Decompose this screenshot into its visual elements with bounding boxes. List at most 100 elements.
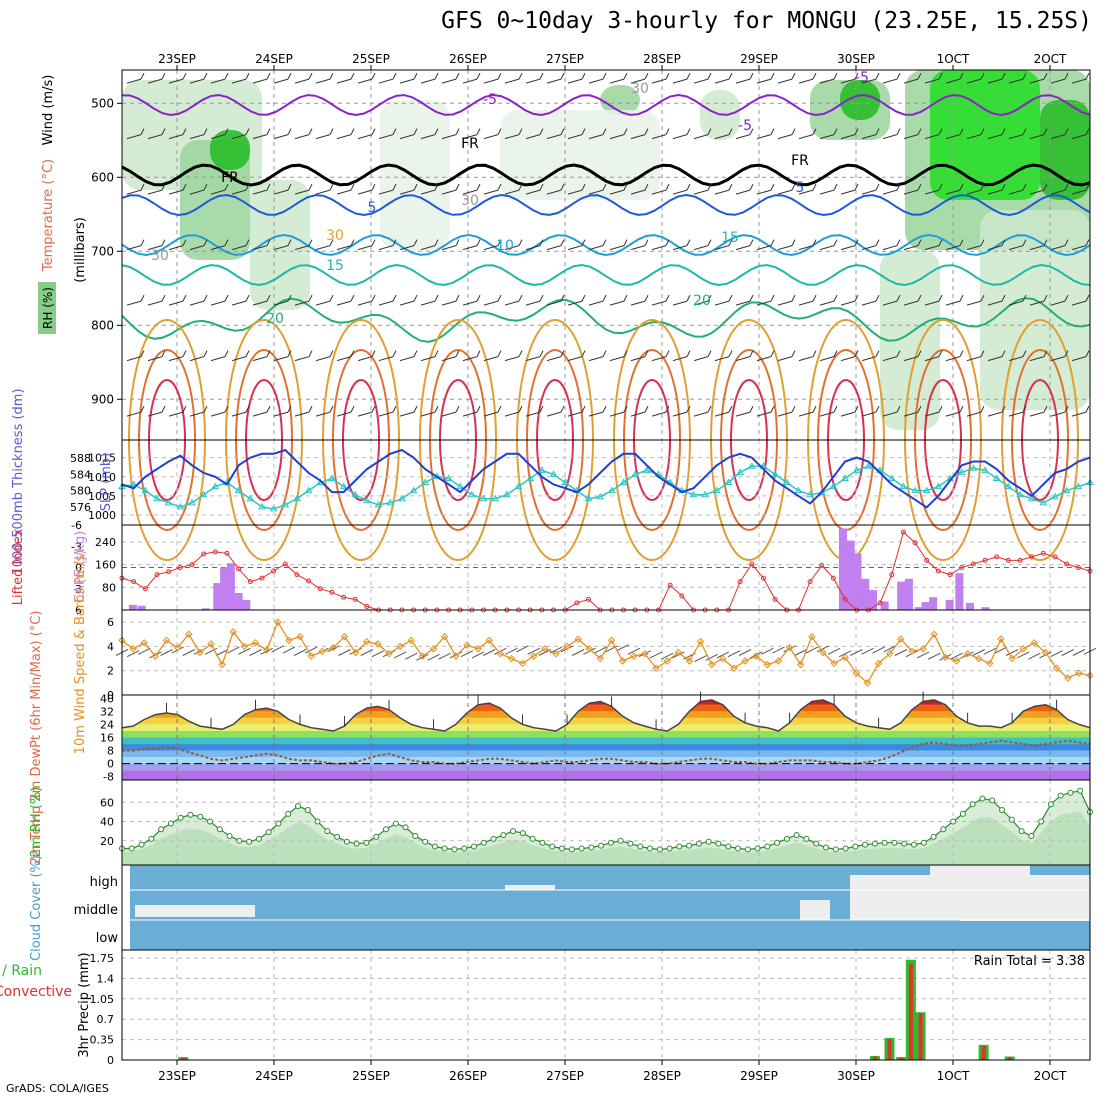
- rh-marker: [959, 810, 966, 817]
- wind-barb: [840, 245, 856, 251]
- rh-marker: [539, 839, 546, 846]
- li-tick-label: 6: [75, 604, 82, 617]
- wind-barb-flag: [140, 294, 145, 302]
- wind-barb: [189, 300, 205, 306]
- wind-barb-flag: [329, 405, 334, 413]
- barb: [627, 647, 641, 655]
- wind-barb-flag: [371, 72, 376, 80]
- thickness-marker: [188, 498, 196, 506]
- thickness-marker: [934, 482, 943, 490]
- wind-barb: [1050, 189, 1066, 195]
- temp-tick-label: 24: [100, 718, 114, 731]
- wind-barb-flag: [812, 183, 817, 191]
- barb: [282, 646, 296, 654]
- rh-marker: [412, 832, 419, 839]
- cape-bar: [861, 578, 870, 610]
- thickness-marker: [363, 496, 371, 504]
- thickness-marker: [456, 482, 465, 490]
- wind-barb: [273, 189, 289, 195]
- wind-speed-marker: [908, 647, 916, 655]
- rh-marker: [695, 840, 702, 847]
- wind-speed-marker: [763, 660, 772, 669]
- wind-barb: [462, 78, 478, 84]
- wind-barb: [399, 245, 415, 251]
- wind-speed-marker: [207, 640, 215, 648]
- wind-barb-flag: [497, 239, 502, 246]
- wind-barb-flag: [602, 128, 607, 135]
- wind-barb: [483, 78, 499, 84]
- wind-barb: [504, 189, 520, 195]
- temperature-line: [121, 699, 1091, 732]
- wind-barb-flag: [686, 350, 691, 357]
- wind-barb: [1029, 356, 1045, 362]
- wind-barb: [1008, 245, 1024, 251]
- wind-barb: [756, 411, 772, 417]
- wind-barb-flag: [791, 128, 796, 135]
- bottom-date-label: 25SEP: [352, 1069, 390, 1083]
- wind-barb: [336, 300, 352, 306]
- wind-barb-flag: [497, 128, 502, 135]
- precip-convective-label: Convective: [0, 984, 72, 1000]
- wind-barb: [672, 189, 688, 195]
- wind-barb: [231, 189, 247, 195]
- wind-barb: [1008, 300, 1024, 306]
- wind-barb-flag: [203, 405, 208, 413]
- rh-marker: [216, 826, 223, 833]
- wind-barb: [1008, 78, 1024, 84]
- wind-barb-flag: [980, 72, 985, 80]
- rh-marker: [676, 843, 683, 850]
- wind-speed-marker: [797, 660, 805, 669]
- wind-barb-flag: [518, 350, 523, 357]
- wind-barb: [861, 189, 877, 195]
- wind-barb-flag: [959, 128, 964, 135]
- wind-speed-marker: [952, 657, 961, 665]
- wind-barb: [861, 300, 877, 306]
- wind-barb: [693, 411, 709, 417]
- wind-barb-flag: [245, 405, 250, 413]
- rh-line: [122, 790, 1091, 851]
- wind-barb: [903, 411, 919, 417]
- wind-barb: [252, 411, 268, 417]
- rh-marker: [578, 845, 585, 852]
- wind-barb: [861, 78, 877, 84]
- wind-barb-flag: [1043, 350, 1048, 357]
- slp-tick-label: 1015: [88, 452, 116, 465]
- wind-barb: [651, 189, 667, 195]
- barb: [238, 647, 251, 655]
- thickness-marker: [852, 466, 861, 473]
- barb: [149, 651, 162, 659]
- lifted-index-marker: [317, 586, 323, 592]
- wind-barb-flag: [833, 183, 838, 191]
- wind-speed-marker: [118, 636, 126, 645]
- rh-marker: [148, 835, 155, 842]
- wind-barb-flag: [623, 405, 628, 413]
- barb: [460, 650, 474, 658]
- wind-barb-flag: [791, 239, 796, 246]
- rh-marker: [177, 814, 184, 821]
- wind-barb-flag: [245, 239, 250, 246]
- wind-barb: [924, 78, 940, 84]
- barb: [761, 647, 774, 655]
- wind-barb: [903, 189, 919, 195]
- thickness-marker: [269, 504, 278, 512]
- rh-marker: [1077, 787, 1084, 794]
- wind-barb-flag: [434, 72, 439, 80]
- wind-barb-flag: [812, 72, 817, 80]
- cape-bar: [981, 607, 990, 610]
- wind-barb-flag: [140, 405, 145, 413]
- lifted-index-marker: [282, 561, 288, 567]
- wind-barb-flag: [287, 350, 292, 357]
- wind-barb-flag: [665, 294, 670, 302]
- rh-marker: [431, 843, 438, 850]
- wind-barb: [126, 245, 142, 251]
- wind-barb-flag: [833, 405, 838, 413]
- wind-barb-flag: [308, 239, 313, 246]
- rh-marker: [647, 845, 653, 852]
- barb: [438, 652, 451, 660]
- wind-barb: [420, 78, 436, 84]
- lifted-index-marker: [1064, 561, 1070, 567]
- barb: [393, 651, 407, 659]
- thickness-marker: [957, 468, 966, 475]
- wind-barb-flag: [266, 239, 271, 246]
- panel-frame: [121, 949, 1091, 1061]
